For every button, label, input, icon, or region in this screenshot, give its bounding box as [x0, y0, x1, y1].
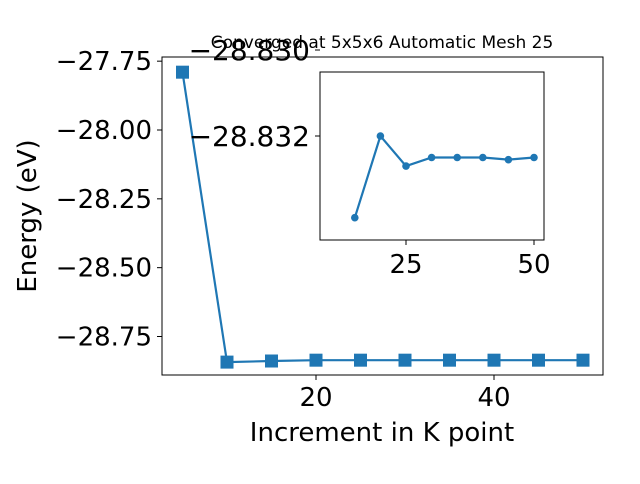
y-axis-label: Energy (eV) [13, 139, 43, 292]
main-y-tick-label: −28.00 [56, 116, 152, 146]
main-point [354, 353, 367, 367]
main-point [176, 65, 189, 79]
main-point [487, 353, 501, 367]
main-point [398, 353, 412, 367]
main-plot: 20 40 −28.75 −28.50 −28.25 −28.00 −27.75 Conv… [13, 33, 604, 448]
main-point [443, 353, 456, 367]
inset-point [427, 153, 436, 162]
inset-point [402, 162, 410, 170]
inset-point [376, 132, 385, 140]
inset-series-line [353, 133, 535, 219]
main-point [532, 353, 545, 367]
main-plot-frame [161, 56, 604, 376]
inset-plot: 25 50 −28.832 −28.830 [189, 34, 551, 280]
inset-point [530, 153, 538, 162]
inset-x-tick-label: 50 [517, 250, 550, 280]
main-point [265, 354, 278, 368]
main-point [309, 353, 323, 367]
inset-x-tick-label: 25 [389, 250, 422, 280]
inset-y-tick-label: −28.832 [189, 120, 310, 153]
main-y-tick-label: −27.75 [56, 47, 152, 77]
main-x-tick-label: 40 [477, 383, 510, 413]
inset-frame [319, 71, 545, 241]
inset-point [351, 213, 359, 222]
inset-point [453, 153, 462, 162]
inset-point [504, 155, 513, 164]
main-point [220, 355, 234, 369]
inset-point [479, 153, 487, 162]
main-y-tick-label: −28.25 [56, 185, 152, 215]
main-x-tick-label: 20 [299, 383, 332, 413]
inset-y-tick-label: −28.830 [189, 34, 310, 67]
chart-title: Converged at 5x5x6 Automatic Mesh 25 [211, 33, 554, 53]
main-series-line [181, 72, 583, 364]
main-y-tick-label: −28.50 [56, 254, 152, 284]
main-y-tick-label: −28.75 [56, 323, 152, 353]
main-point [576, 353, 590, 367]
x-axis-label: Increment in K point [250, 418, 514, 448]
